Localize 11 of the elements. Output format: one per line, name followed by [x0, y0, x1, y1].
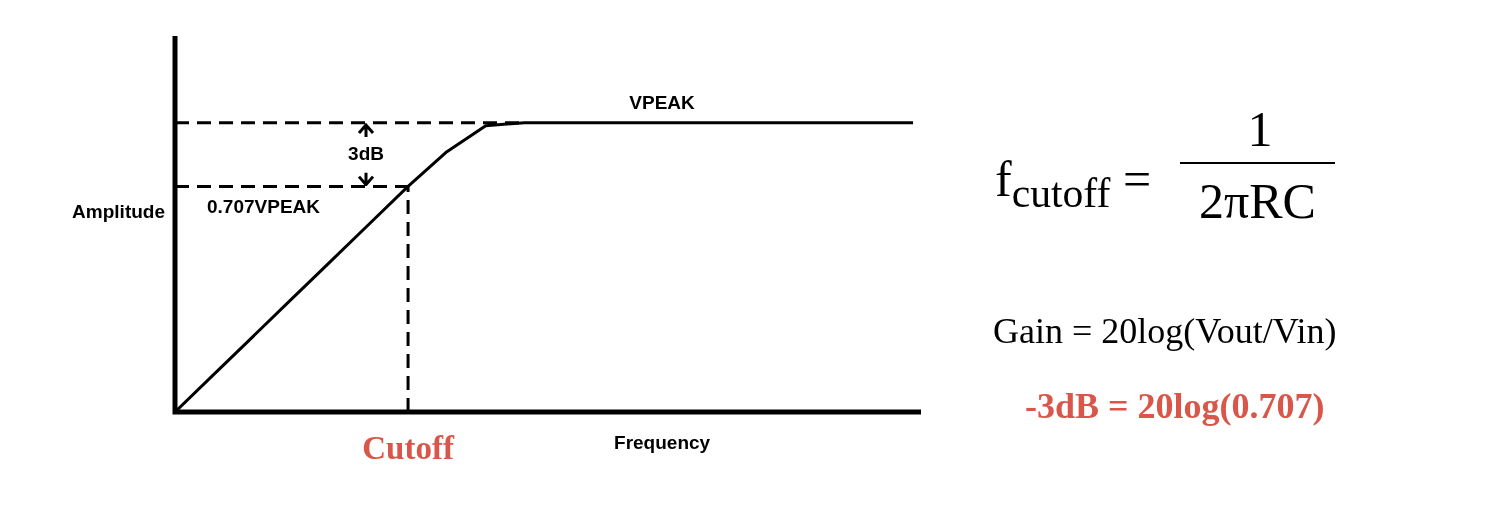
text: -3dB = 20log(0.707) [1025, 385, 1325, 427]
x-axis-title: Frequency [614, 431, 711, 453]
annotation: VPEAK [629, 91, 696, 113]
text: Gain = 20log(Vout/Vin) [993, 310, 1337, 352]
ref-line-label: 0.707VPEAK [207, 196, 321, 218]
text: f$_{cutoff}$ = [995, 150, 1152, 217]
text: 2πRC [1198, 172, 1317, 230]
y-axis-title: Amplitude [72, 200, 165, 222]
text: Cutoff [362, 430, 455, 467]
annotation: 3dB [348, 142, 385, 164]
text: 1 [1246, 100, 1274, 158]
